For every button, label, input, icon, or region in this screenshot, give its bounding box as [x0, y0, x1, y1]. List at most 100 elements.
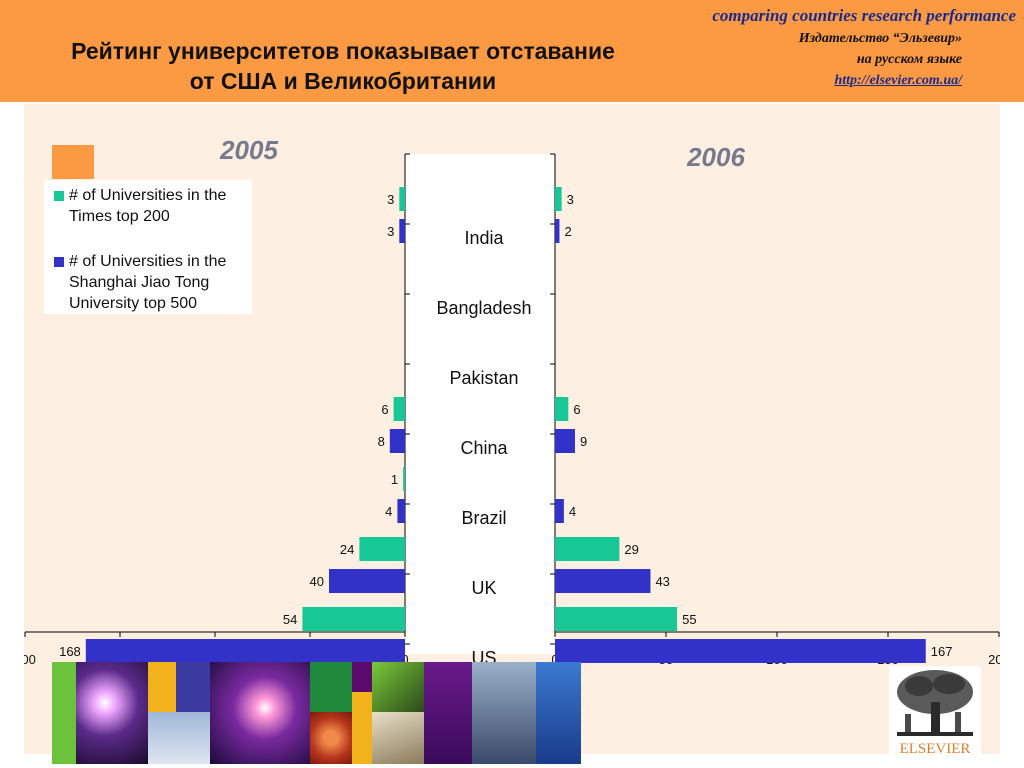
butterfly-chart: 2005 2006IndiaBangladeshPakistanChinaBraz… [24, 135, 1000, 668]
chart-legend: # of Universities in the Times top 200 #… [44, 180, 252, 314]
faint-label-2005-pakistan: Pakistan [417, 323, 467, 338]
bar-2006-us-s0 [555, 607, 678, 631]
bar-2006-brazil-s1 [555, 499, 564, 523]
bar-2006-us-s1 [555, 639, 926, 663]
value-label-2006-china-s0: 6 [573, 402, 580, 417]
orange-swatch [52, 145, 94, 179]
category-label-bangladesh: Bangladesh [436, 298, 531, 318]
category-label-uk: UK [471, 578, 496, 598]
value-label-2006-brazil-s1: 4 [569, 504, 576, 519]
legend-label-shanghai: # of Universities in the Shanghai Jiao T… [69, 253, 227, 312]
publisher-line-1: Издательство “Эльзевир» [798, 31, 962, 46]
photo-tile [352, 692, 372, 764]
category-label-brazil: Brazil [461, 508, 506, 528]
photo-tile-hand [372, 712, 424, 764]
bar-2006-india-s0 [555, 187, 562, 211]
category-label-pakistan: Pakistan [449, 368, 518, 388]
photo-tile [310, 662, 352, 712]
bar-2005-uk-s1 [329, 569, 405, 593]
page-title: Рейтинг университетов показывает отстава… [18, 36, 668, 96]
faint-label-2005-india: India [417, 183, 446, 198]
bar-2006-china-s0 [555, 397, 569, 421]
value-label-2005-uk-s0: 24 [340, 542, 354, 557]
publisher-line-2: на русском языке [856, 52, 962, 67]
legend-marker-shanghai [54, 257, 64, 267]
year-label-2005: 2005 [219, 135, 278, 165]
faint-label-2005-brazil: Brazil [417, 463, 450, 478]
value-label-2005-china-s0: 6 [381, 402, 388, 417]
bar-2005-us-s1 [85, 639, 406, 663]
elsevier-logo: ELSEVIER [889, 666, 981, 758]
value-label-2005-us-s0: 54 [283, 612, 297, 627]
faint-label-2006-brazil: Brazil [508, 463, 541, 478]
value-label-2005-us-s1: 168 [59, 644, 81, 659]
bar-2005-india-s0 [399, 187, 405, 211]
photo-tile-fiber [76, 662, 148, 764]
photo-tile-cells [310, 712, 352, 764]
photo-tile-wind-turbine [148, 712, 210, 764]
legend-item-shanghai: # of Universities in the Shanghai Jiao T… [54, 251, 250, 314]
bar-2005-us-s0 [302, 607, 405, 631]
value-label-2006-uk-s0: 29 [624, 542, 638, 557]
faint-label-2006-us: US [523, 603, 541, 618]
faint-label-2005-china: China [417, 393, 452, 408]
header-banner: Рейтинг университетов показывает отстава… [0, 0, 1024, 102]
value-label-2006-us-s0: 55 [682, 612, 696, 627]
value-label-2005-brazil-s0: 1 [391, 472, 398, 487]
bar-2006-china-s1 [555, 429, 575, 453]
title-line-1: Рейтинг университетов показывает отстава… [71, 38, 615, 64]
value-label-2006-uk-s1: 43 [655, 574, 669, 589]
legend-item-times: # of Universities in the Times top 200 [54, 185, 250, 227]
category-label-china: China [460, 438, 508, 458]
tagline: comparing countries research performance [712, 6, 1016, 25]
value-label-2005-india-s1: 3 [387, 224, 394, 239]
value-label-2006-india-s0: 3 [567, 192, 574, 207]
photo-tile-plant [372, 662, 424, 712]
bar-2005-china-s0 [393, 397, 405, 421]
year-label-2006: 2006 [686, 142, 745, 172]
publisher-link[interactable]: http://elsevier.com.ua/ [834, 73, 962, 88]
photo-tile [148, 662, 176, 712]
legend-marker-times [54, 191, 64, 201]
faint-label-2005-bangladesh: Bangladesh [417, 253, 486, 268]
photo-tile [176, 662, 210, 712]
logo-wordmark: ELSEVIER [899, 741, 971, 757]
value-label-2005-india-s0: 3 [387, 192, 394, 207]
value-label-2006-us-s1: 167 [931, 644, 953, 659]
bar-2005-china-s1 [389, 429, 405, 453]
value-label-2005-brazil-s1: 4 [385, 504, 392, 519]
photo-tile [352, 662, 372, 692]
value-label-2005-uk-s1: 40 [310, 574, 324, 589]
publisher-info: Издательство “Эльзевир» на русском языке… [799, 28, 962, 91]
bar-2006-india-s1 [555, 219, 560, 243]
legend-label-times: # of Universities in the Times top 200 [69, 187, 227, 225]
photo-tile-lights [210, 662, 310, 764]
faint-label-2006-uk: UK [523, 533, 541, 548]
bar-2005-india-s1 [399, 219, 405, 243]
photo-tile [424, 662, 472, 764]
bar-2006-uk-s1 [555, 569, 651, 593]
photo-tile-computer-user [472, 662, 536, 764]
faint-label-2006-china: China [507, 393, 542, 408]
faint-label-2005-us: US [417, 603, 435, 618]
left-x-tick-label: 200 [24, 652, 36, 667]
value-label-2006-china-s1: 9 [580, 434, 587, 449]
category-strip [405, 154, 555, 654]
bar-2006-uk-s0 [555, 537, 620, 561]
value-label-2005-china-s1: 8 [378, 434, 385, 449]
bar-2005-uk-s0 [359, 537, 405, 561]
right-x-tick-label: 200 [988, 652, 1000, 667]
bar-2005-brazil-s1 [397, 499, 405, 523]
elsevier-tree-icon [889, 666, 981, 740]
title-line-2: от США и Великобритании [189, 68, 497, 94]
bar-2005-brazil-s0 [403, 467, 405, 491]
category-label-india: India [464, 228, 504, 248]
faint-label-2006-india: India [513, 183, 542, 198]
value-label-2006-india-s1: 2 [564, 224, 571, 239]
faint-label-2006-bangladesh: Bangladesh [472, 253, 541, 268]
photo-strip [52, 662, 581, 764]
photo-tile [536, 662, 581, 764]
photo-tile [52, 662, 76, 764]
faint-label-2006-pakistan: Pakistan [491, 323, 541, 338]
faint-label-2005-uk: UK [417, 533, 435, 548]
